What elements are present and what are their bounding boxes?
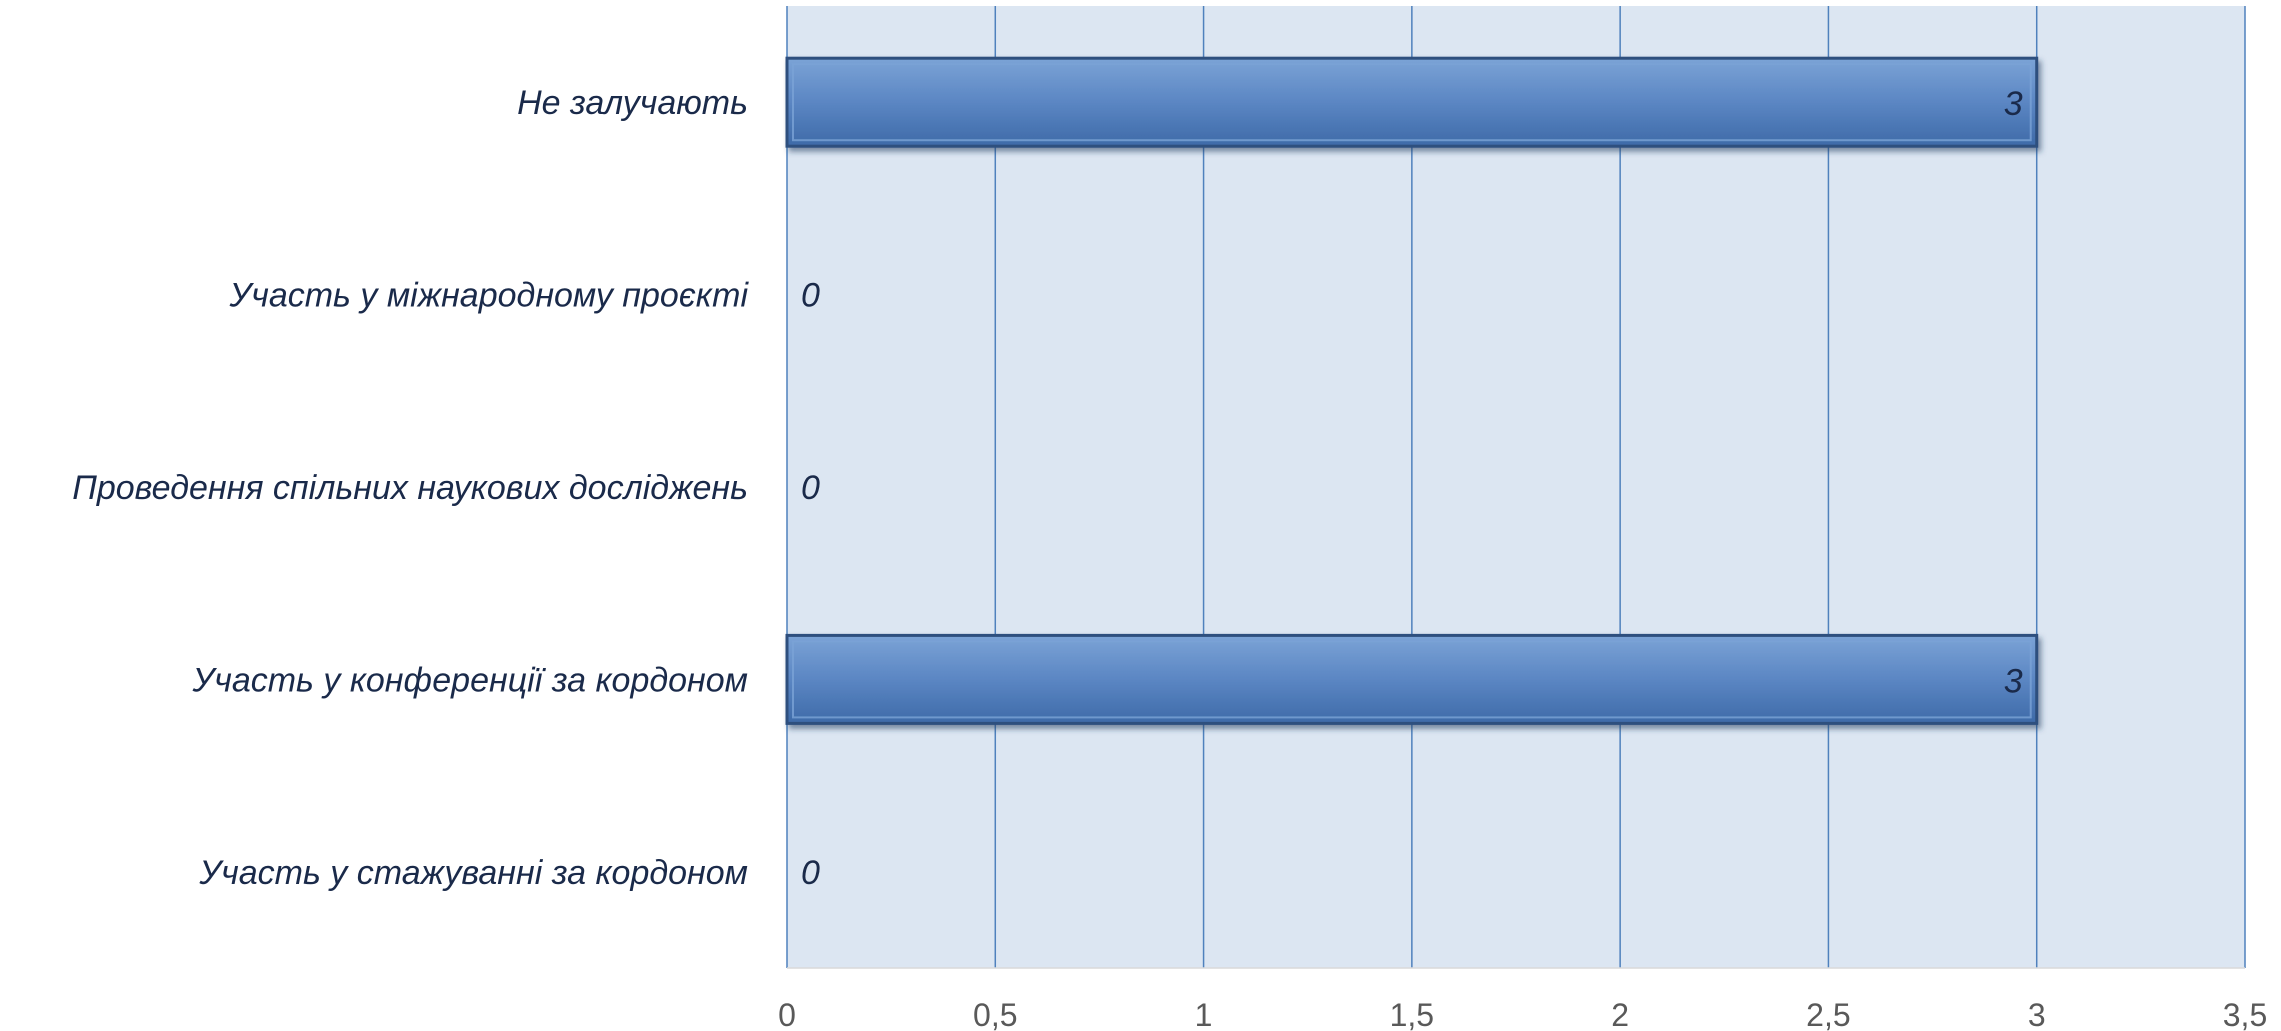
x-tick-label: 3 <box>2028 997 2046 1031</box>
data-labels: 3 0 0 3 0 <box>801 85 2023 892</box>
x-tick-label: 0 <box>778 997 796 1031</box>
data-label: 0 <box>801 854 820 892</box>
category-label: Участь у конференції за кордоном <box>191 661 748 699</box>
category-labels: Не залучають Участь у міжнародному проєкт… <box>72 84 749 892</box>
x-tick-label: 0,5 <box>973 997 1017 1031</box>
category-label: Не залучають <box>517 84 748 122</box>
data-label: 3 <box>2004 662 2023 700</box>
x-axis-tick-labels: 0 0,5 1 1,5 2 2,5 3 3,5 <box>778 997 2267 1031</box>
category-label: Участь у міжнародному проєкті <box>229 277 750 315</box>
x-tick-label: 2 <box>1611 997 1629 1031</box>
data-label: 0 <box>801 469 820 507</box>
category-label: Участь у стажуванні за кордоном <box>198 854 748 892</box>
bars <box>785 56 2039 725</box>
x-tick-label: 1,5 <box>1390 997 1434 1031</box>
bar-body <box>785 56 2039 148</box>
gridlines <box>786 6 2246 969</box>
bar-bevel <box>792 63 2032 142</box>
x-tick-label: 3,5 <box>2223 997 2267 1031</box>
x-tick-label: 2,5 <box>1806 997 1850 1031</box>
bar-bevel <box>792 640 2032 719</box>
x-tick-label: 1 <box>1195 997 1213 1031</box>
bar-body <box>785 633 2039 725</box>
data-label: 0 <box>801 277 820 315</box>
plot-area <box>787 6 2245 968</box>
category-label: Проведення спільних наукових досліджень <box>72 469 748 507</box>
bar <box>785 56 2039 148</box>
bar <box>785 633 2039 725</box>
data-label: 3 <box>2004 85 2023 123</box>
